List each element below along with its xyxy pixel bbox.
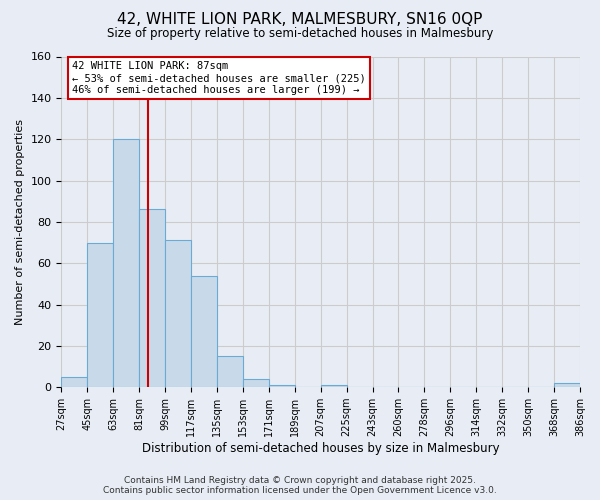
Bar — [139, 210, 165, 387]
Bar — [61, 377, 88, 387]
Bar — [269, 385, 295, 387]
X-axis label: Distribution of semi-detached houses by size in Malmesbury: Distribution of semi-detached houses by … — [142, 442, 500, 455]
Bar — [554, 383, 580, 387]
Text: 42, WHITE LION PARK, MALMESBURY, SN16 0QP: 42, WHITE LION PARK, MALMESBURY, SN16 0Q… — [118, 12, 482, 28]
Bar — [217, 356, 243, 387]
Bar — [243, 379, 269, 387]
Text: Contains HM Land Registry data © Crown copyright and database right 2025.
Contai: Contains HM Land Registry data © Crown c… — [103, 476, 497, 495]
Text: Size of property relative to semi-detached houses in Malmesbury: Size of property relative to semi-detach… — [107, 28, 493, 40]
Bar — [321, 385, 347, 387]
Bar — [113, 139, 139, 387]
Bar — [165, 240, 191, 387]
Y-axis label: Number of semi-detached properties: Number of semi-detached properties — [15, 119, 25, 325]
Text: 42 WHITE LION PARK: 87sqm
← 53% of semi-detached houses are smaller (225)
46% of: 42 WHITE LION PARK: 87sqm ← 53% of semi-… — [72, 62, 365, 94]
Bar — [191, 276, 217, 387]
Bar — [88, 242, 113, 387]
